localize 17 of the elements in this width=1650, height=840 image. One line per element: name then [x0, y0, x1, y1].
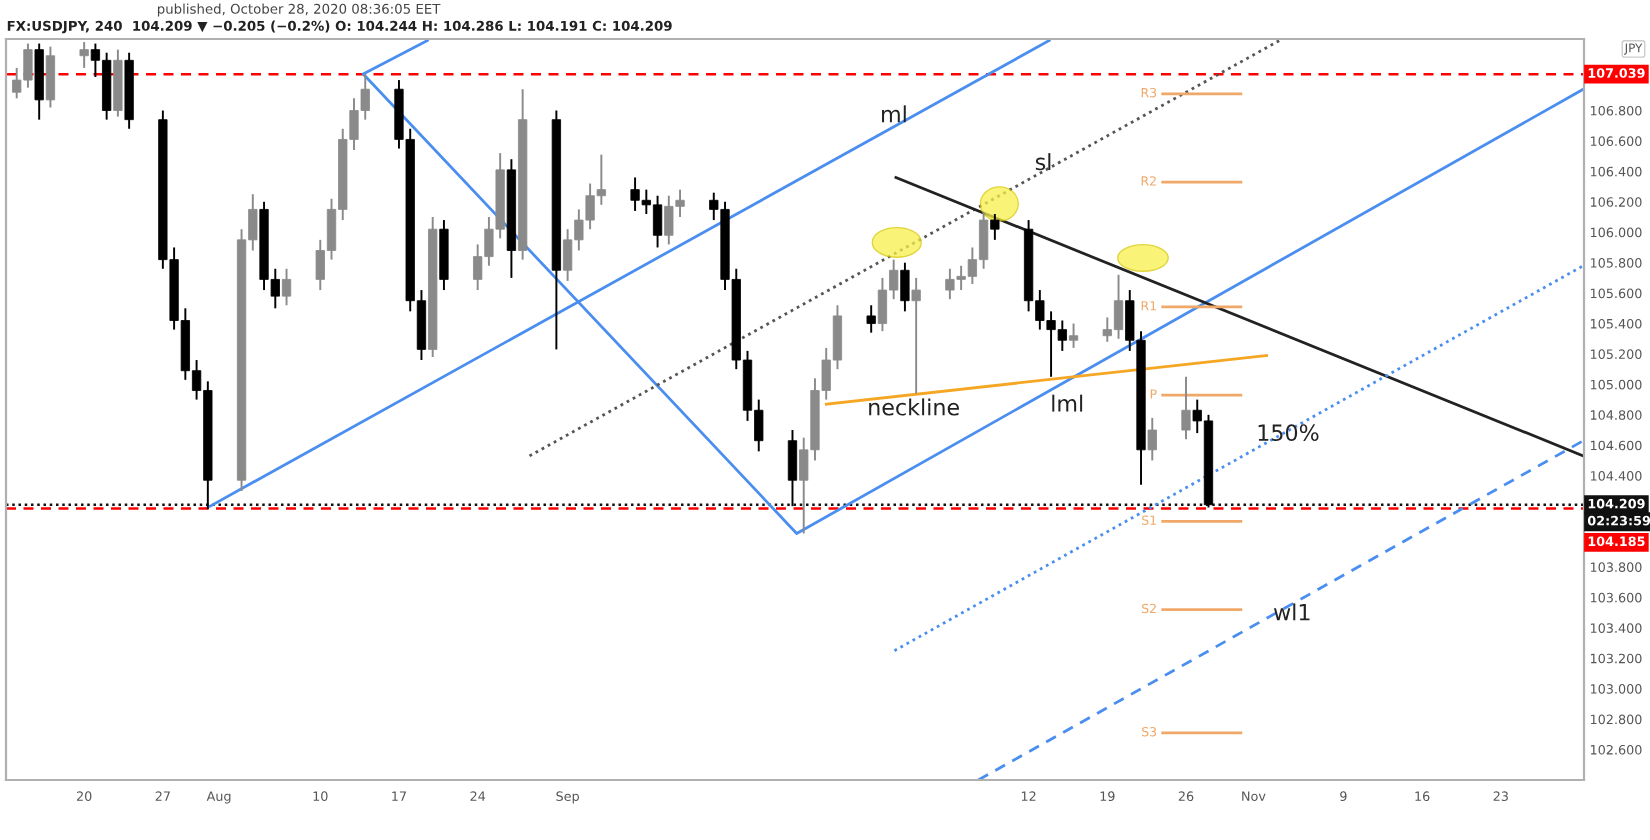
candlestick — [1181, 375, 1191, 441]
candlestick — [990, 213, 1000, 241]
annotation: neckline — [869, 398, 959, 416]
candlestick — [900, 261, 910, 313]
candlestick — [787, 429, 798, 508]
annotation: wl1 — [1273, 603, 1310, 621]
annotation: 150% — [1258, 424, 1319, 442]
candlestick — [911, 276, 921, 395]
candlestick — [1068, 322, 1079, 349]
candlestick — [45, 45, 56, 109]
annotation: ml — [882, 105, 906, 123]
annotation: sl — [1035, 153, 1051, 171]
candlestick — [79, 41, 89, 69]
candlestick — [866, 304, 876, 334]
candlestick — [281, 267, 292, 307]
annotation: lml — [1052, 394, 1083, 412]
candlestick — [1147, 416, 1157, 462]
